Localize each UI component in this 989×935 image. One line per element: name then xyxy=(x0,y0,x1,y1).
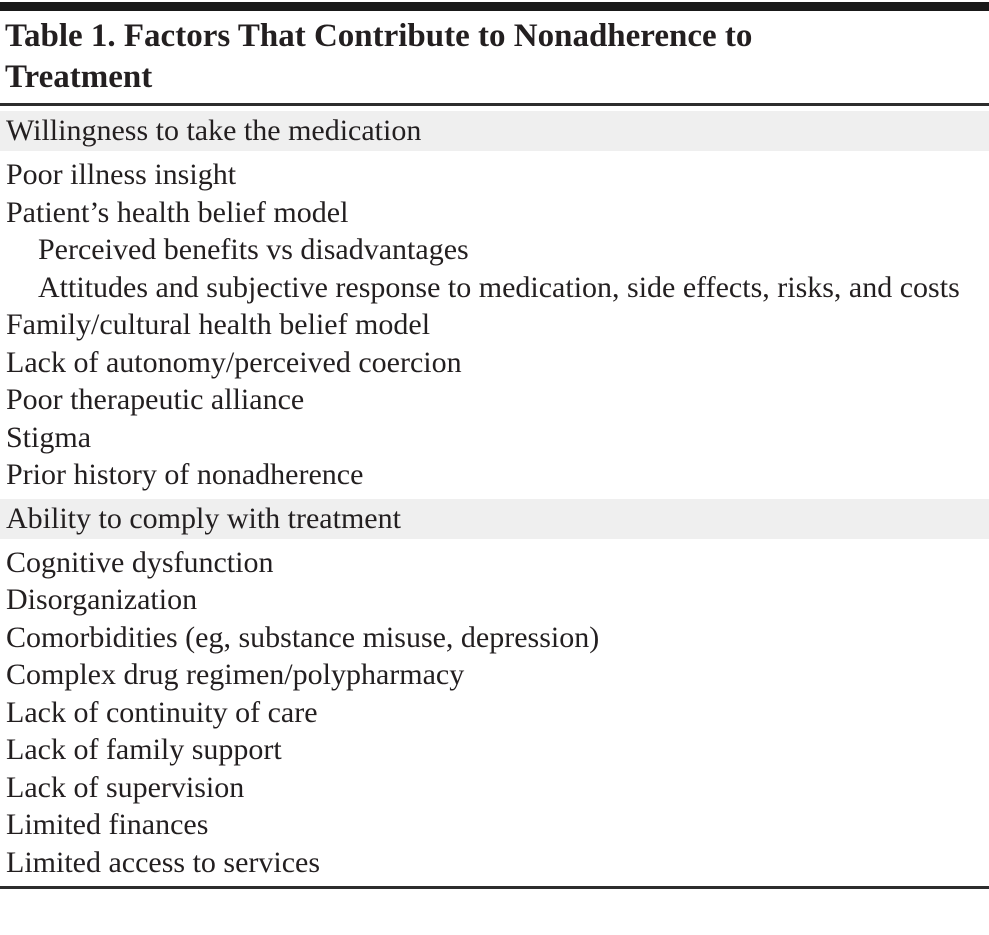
table-row: Lack of autonomy/perceived coercion xyxy=(6,345,462,379)
section-willingness-rows: Poor illness insight Patient’s health be… xyxy=(0,156,989,494)
table-row: Attitudes and subjective response to med… xyxy=(38,270,960,304)
table-row: Limited finances xyxy=(6,808,209,841)
table-row: Family/cultural health belief model xyxy=(6,308,431,341)
table-row: Complex drug regimen/polypharmacy xyxy=(6,658,465,691)
section-header-willingness: Willingness to take the medication xyxy=(0,111,989,151)
section-header-ability: Ability to comply with treatment xyxy=(0,498,989,539)
table-row: Cognitive dysfunction xyxy=(6,545,274,579)
top-rule xyxy=(0,2,989,11)
table-title-block: Table 1. Factors That Contribute to Nona… xyxy=(0,11,989,106)
table-row: Lack of continuity of care xyxy=(6,695,318,729)
section-ability-rows: Cognitive dysfunction Disorganization Co… xyxy=(0,544,989,882)
table-row: Prior history of nonadherence xyxy=(6,458,364,491)
section-willingness: Willingness to take the medication Poor … xyxy=(0,111,989,494)
table-row: Perceived benefits vs disadvantages xyxy=(38,233,469,266)
table-row: Poor illness insight xyxy=(6,158,237,191)
table-row: Poor therapeutic alliance xyxy=(6,383,305,416)
table-row: Patient’s health belief model xyxy=(6,195,349,229)
bottom-rule xyxy=(0,886,989,889)
table-row: Stigma xyxy=(6,420,92,454)
table-row: Comorbidities (eg, substance misuse, dep… xyxy=(6,620,600,654)
section-ability: Ability to comply with treatment Cogniti… xyxy=(0,498,989,882)
table-row: Disorganization xyxy=(6,583,198,616)
table-title: Table 1. Factors That Contribute to Nona… xyxy=(5,18,753,95)
table-row: Lack of supervision xyxy=(6,770,245,804)
table-row: Lack of family support xyxy=(6,733,282,766)
table-row: Limited access to services xyxy=(6,845,321,879)
